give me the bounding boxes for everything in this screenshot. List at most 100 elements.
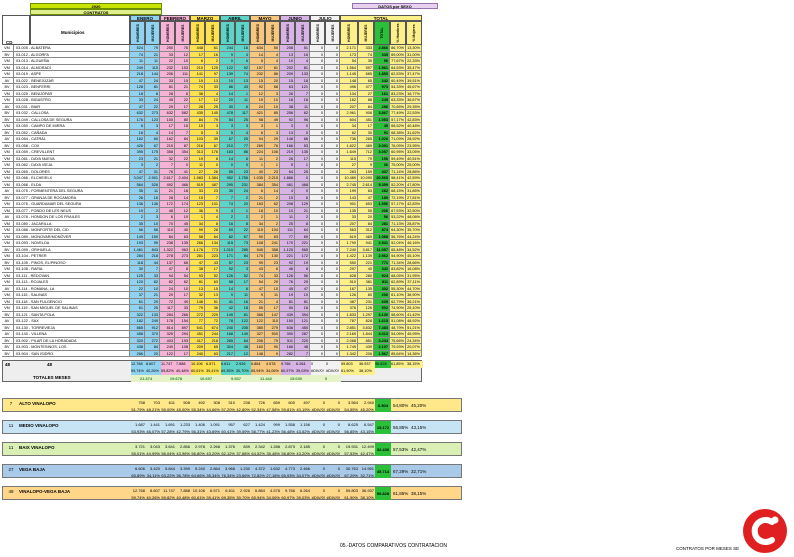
region-cell: 1.691 [164,422,175,427]
table-cell: 0 [325,266,340,273]
table-row: BV 03-058 - COX 426 67 215 87 216 67 210 77 269 76 1… [2,142,422,149]
summary-cell: 65,94% [251,368,266,375]
table-cell: 42,83% [406,201,422,208]
region-cell: 1.441 [149,422,160,427]
municipality-name: 03-012 - ALGORFA [14,51,130,58]
table-cell: 57 [220,259,235,266]
table-cell: 39 [205,136,220,143]
table-cell: 28,92% [406,136,422,143]
table-cell: 25 [235,116,250,123]
table-cell: 13 [235,77,250,84]
table-cell: 166 [280,142,295,149]
table-cell: 16 [295,97,310,104]
table-cell: 285 [235,246,250,253]
table-cell: 565 [295,246,310,253]
table-cell: 115 [250,227,265,234]
region-cell: 1.406 [194,422,205,427]
totales-meses-cell: 0 [311,375,341,382]
table-cell: 45 [175,220,190,227]
table-cell: 67 [220,136,235,143]
table-cell: 11 [145,58,160,65]
region-pct-cell: 63,22% [161,473,175,478]
table-cell: 81 [145,84,160,91]
table-cell: 634 [250,45,265,52]
region-cell: 758 [138,400,145,405]
table-cell: 13 [280,51,295,58]
table-cell: 39,51% [406,77,422,84]
table-row: VM 03-076 - GUARDAMAR DEL SEGURA 136 136 172… [2,201,422,208]
comarca-code: VM [2,220,14,227]
table-cell: 4 [220,207,235,214]
region-pct-cell: 45,00% [176,407,190,412]
region-index: 48 [8,489,14,494]
table-cell: 16,77% [406,90,422,97]
table-cell: 55 [220,168,235,175]
region-cell: 310 [228,400,235,405]
table-cell: 245 [374,97,390,104]
table-cell: 64,53% [390,64,406,71]
table-cell: 1 [250,162,265,169]
table-cell: 22,53% [406,110,422,117]
table-cell: 52 [205,272,220,279]
summary-cell: 69,35% [221,368,236,375]
region-pct-cell: 43,20% [206,451,220,456]
table-cell: 0 [220,58,235,65]
table-cell: 1.053 [374,116,390,123]
table-cell: 86 [235,149,250,156]
table-cell: 3 [235,123,250,130]
table-cell: 1.567 [374,350,390,357]
table-cell: 0 [310,220,325,227]
region-cell: 957 [228,422,235,427]
region-cell: 8.607 [149,488,160,493]
table-cell: 7 [295,90,310,97]
table-cell: 176 [130,116,145,123]
table-cell: 2.091 [374,142,390,149]
table-cell: 27 [358,90,374,97]
comarca-code: VM [2,201,14,208]
table-cell: 163 [220,149,235,156]
table-cell: 83,23% [390,90,406,97]
table-cell: 0 [325,103,340,110]
region-pct-cell: 37,88% [236,451,250,456]
table-cell: 55 [358,207,374,214]
table-cell: 150 [145,233,160,240]
summary-cell: 96.828 [375,361,391,368]
table-cell: 208 [280,201,295,208]
table-cell: 224 [250,149,265,156]
region-pct-cell: 34,07% [296,473,310,478]
table-cell: 23 [265,168,280,175]
summary-cell: 7.888 [176,361,191,368]
table-cell: 12 [250,90,265,97]
table-cell: 14 [250,51,265,58]
region-cell: 2.926 [239,488,250,493]
table-cell: 0 [325,142,340,149]
table-cell: 21 [175,84,190,91]
table-cell: 0 [310,142,325,149]
table-cell: 12 [235,350,250,357]
table-cell: 312 [358,227,374,234]
table-cell: 47,80% [406,181,422,188]
comarca-code: AV [2,136,14,143]
sub-header-mujeres: MUJERES [265,21,280,45]
region-pct-cell: 57,53% [344,451,358,456]
table-cell: 487 [205,181,220,188]
sub-header-hombres: HOMBRES [310,21,325,45]
table-cell: 18 [250,207,265,214]
table-cell: 7 [145,266,160,273]
municipality-name: 03-005 - ALBATERA [14,45,130,52]
table-cell: 3 [280,123,295,130]
comarca-code: VM [2,162,14,169]
table-cell: 2 [205,58,220,65]
region-total: 6.504 [375,399,391,412]
comarca-code: BV [2,84,14,91]
table-cell: 92 [220,266,235,273]
table-cell: 81 [160,84,175,91]
table-cell: 123 [190,201,205,208]
table-cell: 63 [280,84,295,91]
table-cell: 0 [310,253,325,260]
table-cell: 139 [220,71,235,78]
table-cell: 25,00% [406,162,422,169]
municipality-name: 03-065 - DOLORES [14,168,130,175]
month-header-julio: JULIO [310,15,340,21]
region-cell: 3.721 [134,444,145,449]
